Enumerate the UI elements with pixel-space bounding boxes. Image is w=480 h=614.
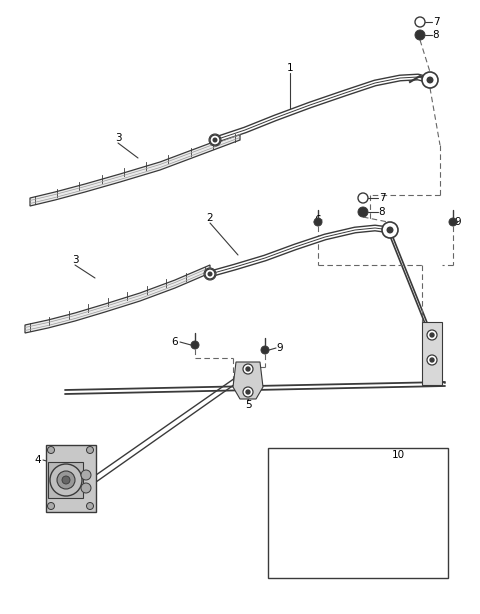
Circle shape	[62, 476, 70, 484]
Bar	[268, 448, 448, 578]
Circle shape	[86, 446, 94, 454]
Circle shape	[48, 446, 55, 454]
Circle shape	[81, 483, 91, 493]
Circle shape	[427, 330, 437, 340]
Circle shape	[415, 17, 425, 27]
Text: 8: 8	[432, 30, 439, 40]
Polygon shape	[30, 132, 240, 206]
Polygon shape	[233, 362, 263, 399]
Text: 10: 10	[391, 450, 405, 460]
Circle shape	[246, 367, 250, 371]
Circle shape	[358, 193, 368, 203]
Circle shape	[243, 364, 253, 374]
Text: 3: 3	[72, 255, 78, 265]
Polygon shape	[46, 445, 96, 512]
Circle shape	[205, 269, 215, 279]
Circle shape	[449, 218, 457, 226]
Text: 8: 8	[379, 207, 385, 217]
Circle shape	[430, 333, 434, 337]
Text: 2: 2	[207, 213, 213, 223]
Text: 3: 3	[115, 133, 121, 143]
Circle shape	[427, 77, 433, 84]
Circle shape	[50, 464, 82, 496]
Circle shape	[81, 470, 91, 480]
Text: 9: 9	[455, 217, 461, 227]
Circle shape	[213, 138, 217, 142]
Circle shape	[243, 387, 253, 397]
Circle shape	[86, 502, 94, 510]
Text: 5: 5	[245, 400, 252, 410]
Circle shape	[427, 355, 437, 365]
Circle shape	[358, 207, 368, 217]
Text: 4: 4	[35, 455, 41, 465]
Text: 6: 6	[172, 337, 178, 347]
Circle shape	[261, 346, 269, 354]
Circle shape	[382, 222, 398, 238]
Circle shape	[210, 135, 220, 145]
Text: 6: 6	[315, 215, 321, 225]
Circle shape	[191, 341, 199, 349]
Circle shape	[48, 502, 55, 510]
Circle shape	[57, 471, 75, 489]
Circle shape	[246, 390, 250, 394]
Circle shape	[204, 268, 216, 280]
Text: 7: 7	[379, 193, 385, 203]
Polygon shape	[25, 265, 210, 333]
Polygon shape	[422, 322, 442, 385]
Circle shape	[422, 72, 438, 88]
Circle shape	[314, 218, 322, 226]
Circle shape	[209, 134, 221, 146]
Circle shape	[415, 30, 425, 40]
Circle shape	[430, 358, 434, 362]
Text: 7: 7	[432, 17, 439, 27]
Polygon shape	[48, 462, 83, 498]
Text: 9: 9	[276, 343, 283, 353]
Circle shape	[207, 271, 213, 276]
Circle shape	[386, 227, 394, 233]
Text: 1: 1	[287, 63, 293, 73]
